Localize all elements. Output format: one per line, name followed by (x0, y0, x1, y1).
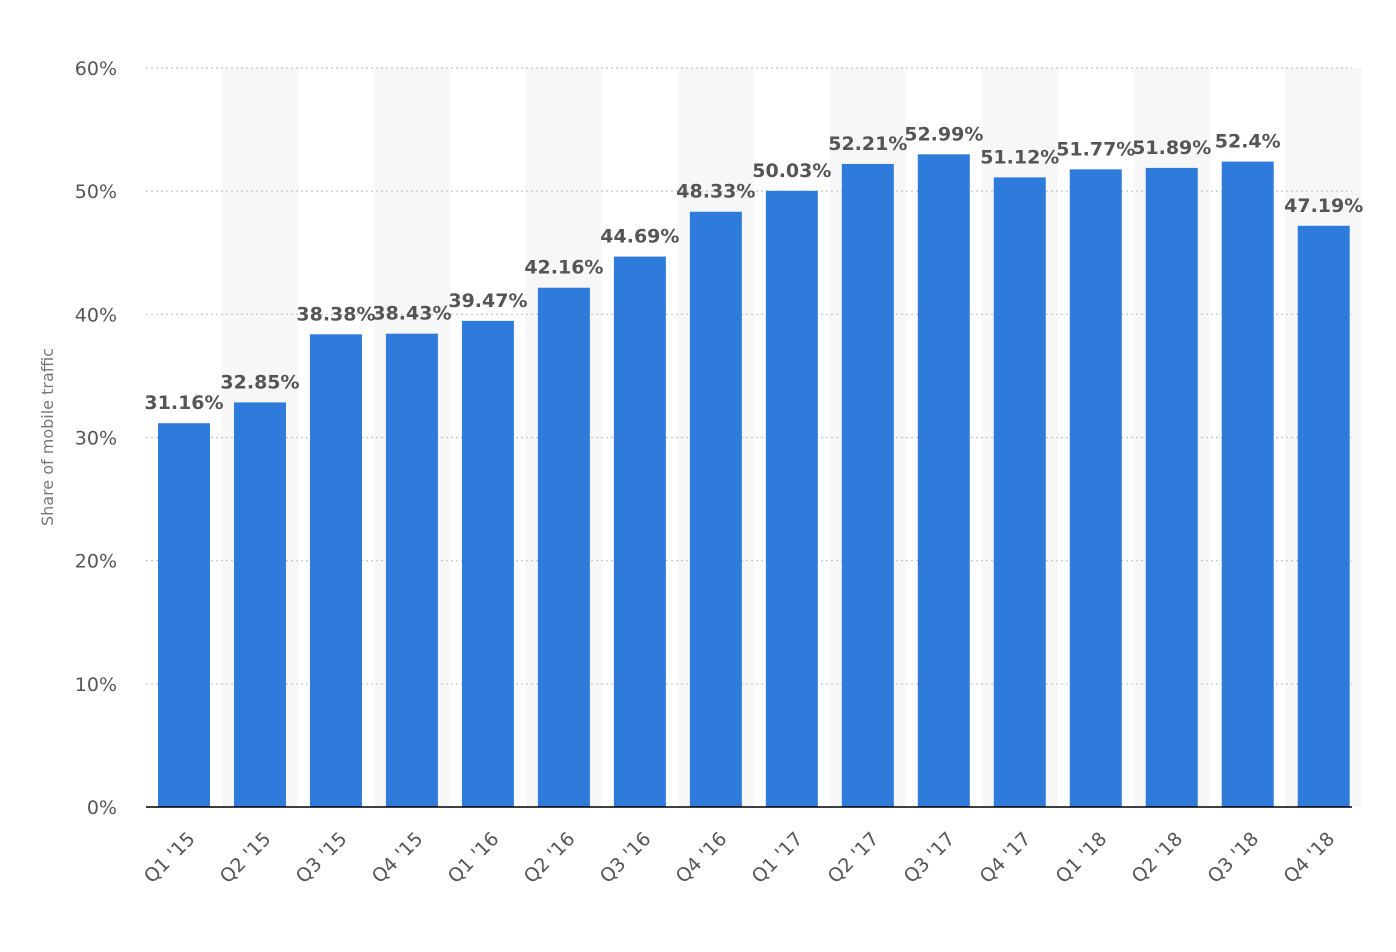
bar[interactable] (841, 163, 894, 807)
data-label: 48.33% (676, 181, 755, 203)
bar[interactable] (158, 423, 210, 807)
bar[interactable] (1145, 167, 1198, 807)
bar[interactable] (461, 320, 514, 807)
data-label: 52.99% (904, 123, 983, 145)
bar[interactable] (1069, 169, 1122, 808)
x-tick-label: Q3 '17 (900, 828, 960, 888)
bar[interactable] (765, 190, 818, 807)
x-tick-label: Q2 '18 (1128, 828, 1188, 888)
x-axis-ticks: Q1 '15 Q2 '15 Q3 '15 Q4 '15 Q1 '16 Q2 '16 Q3 '… (140, 828, 1339, 888)
data-label: 42.16% (524, 257, 603, 279)
data-label: 51.12% (980, 146, 1059, 168)
y-tick-label: 50% (75, 181, 117, 203)
x-tick-label: Q4 '16 (672, 828, 732, 888)
data-labels: 31.16%32.85% 38.38%38.43%39.47% 42.16% 44.6… (144, 123, 1363, 414)
bar[interactable] (1297, 225, 1350, 808)
data-label: 32.85% (220, 371, 299, 393)
bar[interactable] (993, 177, 1046, 807)
x-tick-label: Q2 '17 (824, 828, 884, 888)
y-tick-label: 60% (75, 58, 117, 80)
x-tick-label: Q3 '16 (596, 828, 656, 888)
bar[interactable] (689, 211, 742, 808)
x-tick-label: Q2 '16 (520, 828, 580, 888)
x-tick-label: Q3 '15 (292, 828, 352, 888)
bar[interactable] (613, 256, 666, 807)
y-axis-ticks: 0% 10% 20% 30% 40% 50% 60% (75, 58, 117, 819)
y-tick-label: 30% (75, 428, 117, 450)
data-label: 44.69% (600, 226, 679, 248)
bar[interactable] (917, 154, 970, 807)
x-tick-label: Q1 '17 (748, 828, 808, 888)
data-label: 39.47% (448, 290, 527, 312)
bar[interactable] (309, 334, 362, 807)
bars (158, 154, 1350, 808)
bar[interactable] (537, 287, 590, 807)
data-label: 52.21% (828, 133, 907, 155)
x-tick-label: Q4 '15 (368, 828, 428, 888)
data-label: 52.4% (1215, 131, 1281, 153)
x-tick-label: Q2 '15 (216, 828, 276, 888)
data-label: 31.16% (144, 392, 223, 414)
y-tick-label: 0% (87, 797, 117, 819)
data-label: 47.19% (1284, 195, 1363, 217)
data-label: 51.77% (1056, 138, 1135, 160)
data-label: 38.43% (372, 303, 451, 325)
y-axis-title: Share of mobile traffic (38, 348, 57, 526)
bar[interactable] (1221, 161, 1274, 807)
data-label: 50.03% (752, 160, 831, 182)
data-label: 38.38% (296, 303, 375, 325)
y-tick-label: 20% (75, 551, 117, 573)
bar[interactable] (385, 333, 438, 807)
x-tick-label: Q1 '16 (444, 828, 504, 888)
x-tick-label: Q1 '18 (1052, 828, 1112, 888)
y-tick-label: 10% (75, 674, 117, 696)
x-tick-label: Q4 '17 (976, 828, 1036, 888)
x-tick-label: Q4 '18 (1279, 828, 1339, 888)
x-tick-label: Q3 '18 (1204, 828, 1264, 888)
y-tick-label: 40% (75, 304, 117, 326)
bar[interactable] (233, 402, 286, 807)
x-tick-label: Q1 '15 (140, 828, 200, 888)
data-label: 51.89% (1132, 137, 1211, 159)
